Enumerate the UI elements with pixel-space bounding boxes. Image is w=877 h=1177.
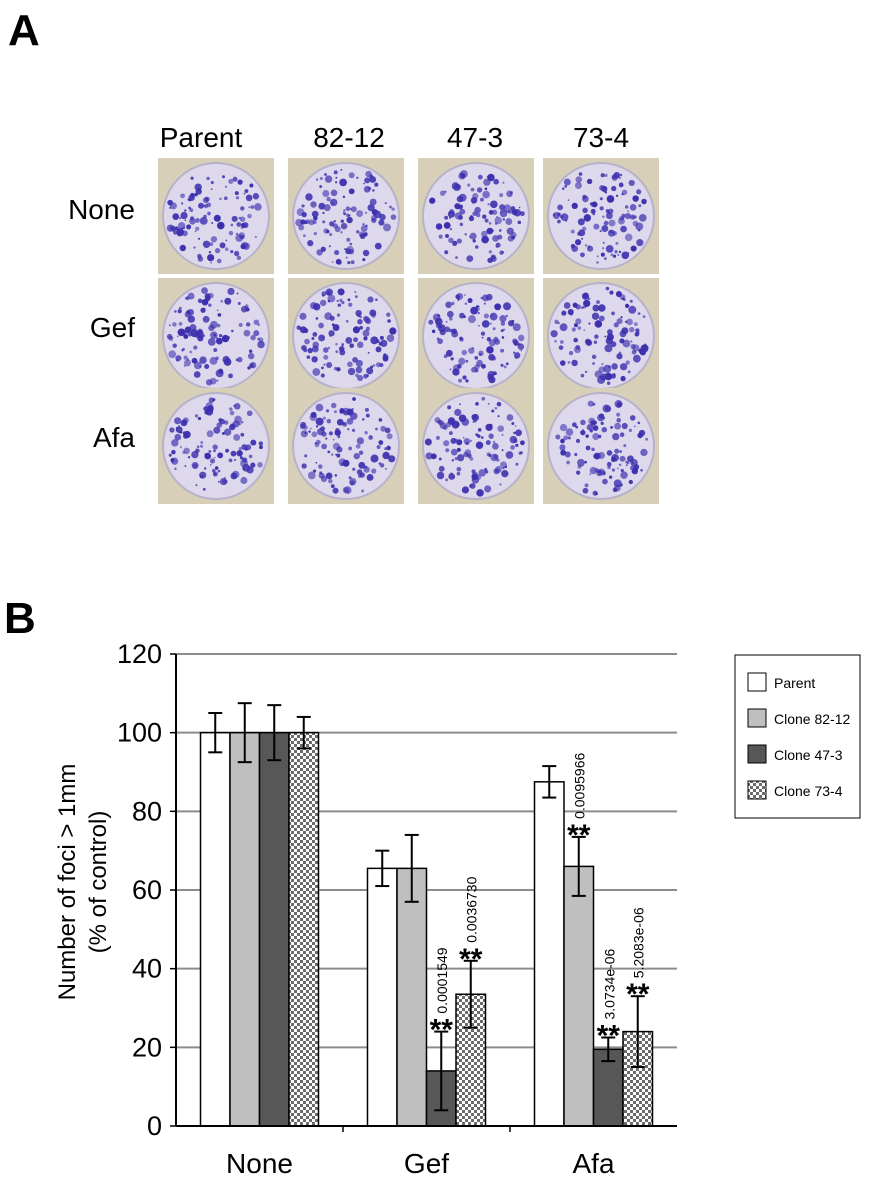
p-value-gef-clone-73-4: 0.0036730 (464, 876, 480, 942)
x-tick-label-none: None (226, 1148, 293, 1177)
bar-gef-clone-82-12 (396, 867, 428, 1127)
column-label-73-4: 73-4 (572, 122, 630, 153)
bar-none-parent (199, 731, 231, 1127)
y-axis-label-line-1: Number of foci > 1mm (54, 764, 81, 1001)
legend-swatch-parent (747, 672, 767, 692)
legend-swatch-clone-73-4 (747, 780, 767, 800)
y-tick-label-60: 60 (132, 875, 162, 905)
significance-stars-gef-clone-73-4: ** (459, 943, 483, 976)
significance-stars-afa-clone-73-4: ** (626, 978, 650, 1011)
y-axis-label-line-2: (% of control) (85, 811, 112, 954)
significance-stars-afa-clone-82-12: ** (567, 819, 591, 852)
significance-stars-afa-clone-47-3: ** (597, 1020, 621, 1053)
legend-swatch-clone-82-12 (747, 708, 767, 728)
colony-plates-photo (158, 158, 659, 504)
x-tick-label-gef: Gef (404, 1148, 449, 1177)
bar-none-clone-47-3 (258, 731, 290, 1127)
p-value-afa-clone-73-4: 5.2083e-06 (631, 907, 647, 978)
plate-none-47-3 (418, 158, 534, 274)
plate-none-73-4 (543, 158, 659, 274)
y-tick-label-80: 80 (132, 796, 162, 826)
y-tick-label-120: 120 (117, 639, 162, 669)
y-tick-label-40: 40 (132, 954, 162, 984)
plate-afa-82-12 (288, 388, 404, 504)
y-tick-label-0: 0 (147, 1111, 162, 1141)
plate-afa-73-4 (543, 388, 659, 504)
plate-gef-47-3 (418, 278, 534, 394)
plate-afa-parent (158, 388, 274, 504)
plate-none-parent (158, 158, 274, 274)
row-label-gef: Gef (89, 312, 135, 343)
bar-gef-parent (366, 867, 398, 1127)
bar-afa-clone-82-12 (563, 865, 595, 1127)
y-tick-label-20: 20 (132, 1032, 162, 1062)
panel-a-letter: A (8, 6, 40, 55)
legend-label-parent: Parent (774, 675, 815, 691)
p-value-afa-clone-47-3: 3.0734e-06 (601, 948, 617, 1019)
bar-none-clone-82-12 (229, 731, 261, 1127)
column-label-parent: Parent (159, 122, 243, 153)
p-value-gef-clone-47-3: 0.0001549 (434, 947, 450, 1013)
plate-gef-73-4 (543, 278, 659, 394)
legend-swatch-clone-47-3 (747, 744, 767, 764)
x-tick-label-afa: Afa (572, 1148, 614, 1177)
column-label-47-3: 47-3 (446, 122, 504, 153)
plate-none-82-12 (288, 158, 404, 274)
significance-stars-gef-clone-47-3: ** (430, 1014, 454, 1047)
legend-label-clone-73-4: Clone 73-4 (774, 783, 843, 799)
legend-label-clone-47-3: Clone 47-3 (774, 747, 843, 763)
legend-label-clone-82-12: Clone 82-12 (774, 711, 850, 727)
plate-afa-47-3 (418, 388, 534, 504)
column-label-82-12: 82-12 (313, 122, 385, 153)
plate-gef-82-12 (288, 278, 404, 394)
bar-none-clone-73-4 (288, 731, 320, 1127)
bar-afa-parent (533, 781, 565, 1127)
row-label-none: None (68, 194, 135, 225)
row-label-afa: Afa (92, 422, 135, 453)
p-value-afa-clone-82-12: 0.0095966 (572, 753, 588, 819)
y-tick-label-100: 100 (117, 718, 162, 748)
panel-b-letter: B (4, 594, 36, 643)
plate-gef-parent (158, 278, 274, 394)
